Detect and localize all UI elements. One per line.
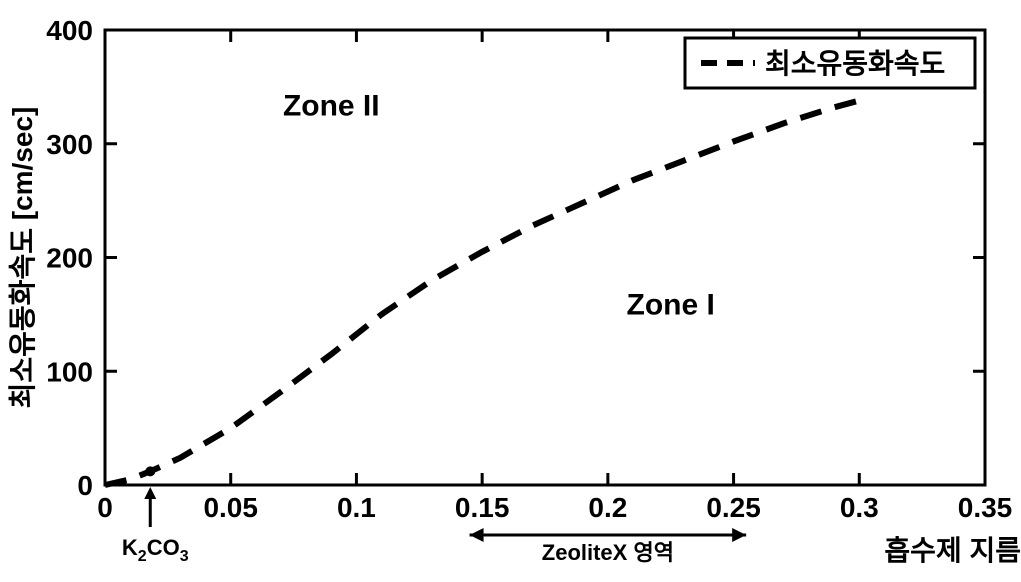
- zone1-label: Zone I: [627, 288, 715, 321]
- zeolitex-arrow-right: [732, 528, 746, 542]
- x-tick-label: 0.2: [588, 492, 627, 523]
- x-tick-label: 0.1: [337, 492, 376, 523]
- y-tick-label: 400: [46, 15, 93, 46]
- y-tick-label: 0: [77, 470, 93, 501]
- k2co3-label: K2CO3: [122, 535, 189, 565]
- zeolitex-arrow-left: [470, 528, 484, 542]
- y-tick-label: 100: [46, 356, 93, 387]
- x-tick-label: 0.05: [203, 492, 258, 523]
- plot-area: [105, 30, 985, 485]
- zone2-label: Zone II: [283, 89, 380, 122]
- x-axis-label: 흡수제 지름 [cm]: [884, 535, 1021, 566]
- marker-k2co3: [145, 466, 155, 476]
- y-axis-label: 최소유동화속도 [cm/sec]: [7, 107, 38, 409]
- chart-container: 0 0.05 0.1 0.15 0.2 0.25 0.3 0.35 0 100 200 300 400 Z…: [0, 0, 1021, 582]
- x-tick-label: 0.15: [455, 492, 510, 523]
- x-tick-label: 0: [97, 492, 113, 523]
- y-tick-label: 200: [46, 243, 93, 274]
- k2co3-arrow-head: [144, 487, 156, 499]
- legend-label: 최소유동화속도: [765, 48, 945, 79]
- x-tick-label: 0.35: [958, 492, 1013, 523]
- x-tick-label: 0.3: [840, 492, 879, 523]
- y-tick-label: 300: [46, 129, 93, 160]
- x-tick-label: 0.25: [706, 492, 761, 523]
- zeolitex-label: ZeoliteX 영역: [542, 540, 674, 565]
- chart-svg: 0 0.05 0.1 0.15 0.2 0.25 0.3 0.35 0 100 200 300 400 Z…: [0, 0, 1021, 582]
